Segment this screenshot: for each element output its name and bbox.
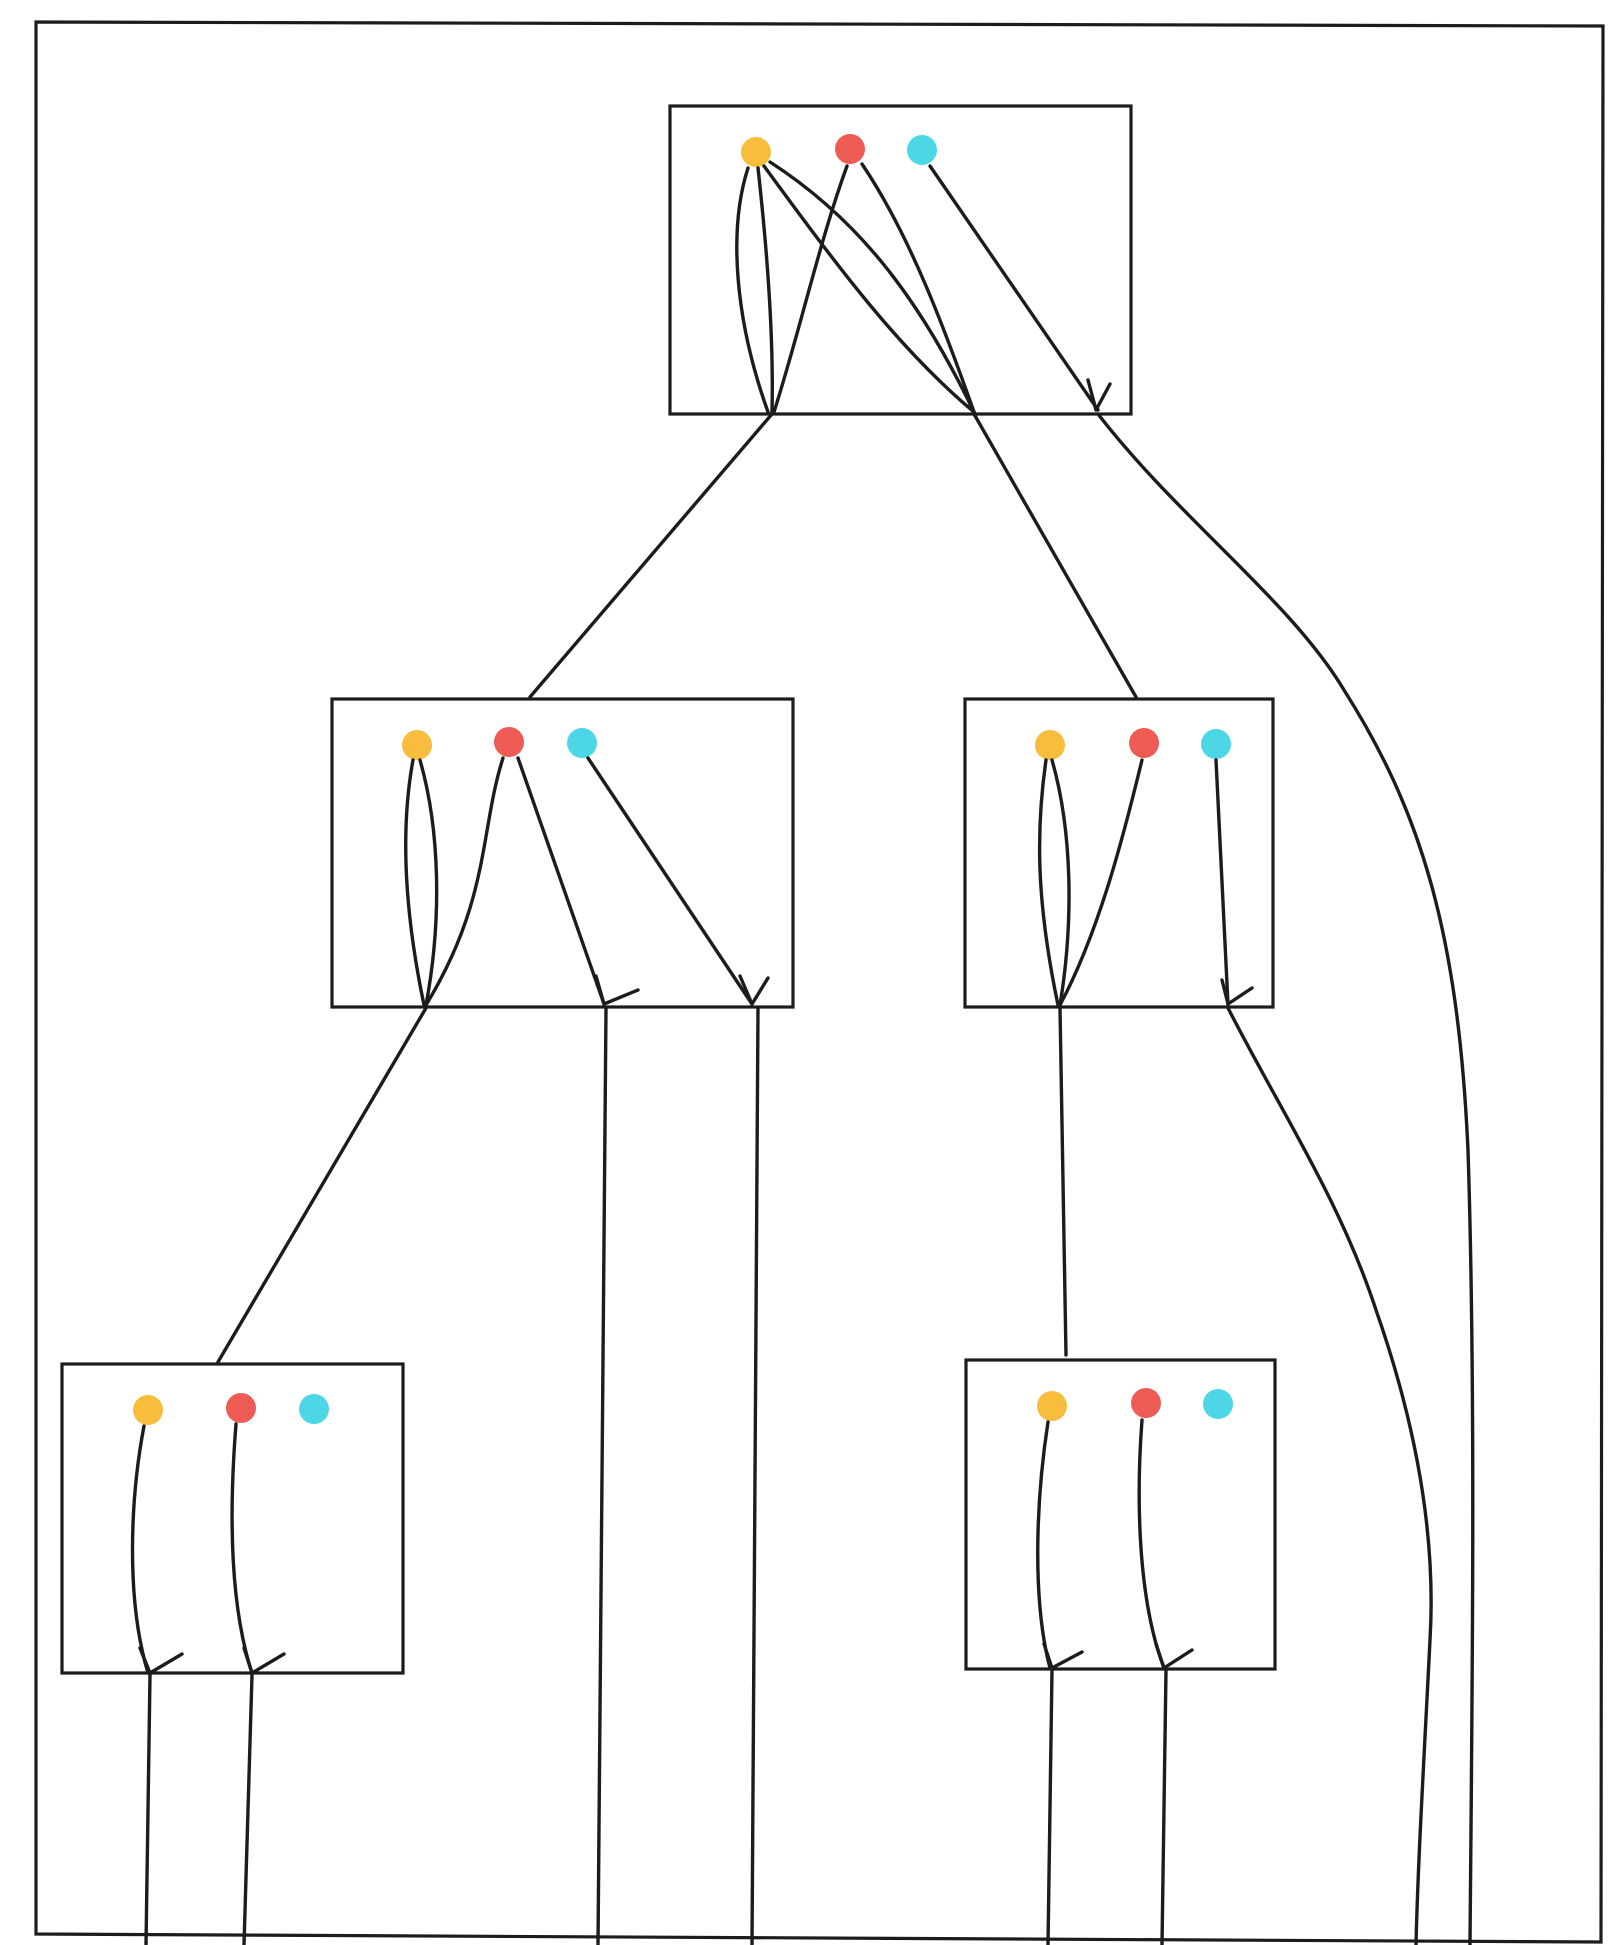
mid-right-red-edge: [1058, 758, 1144, 1007]
link-root-to-middle-left: [528, 412, 774, 699]
box-root: [668, 104, 1133, 416]
root-red-to-left-exit: [772, 164, 849, 414]
box-bottom-left-red-dot: [226, 1393, 256, 1423]
bottom-left-yellow-exit-line: [144, 1673, 152, 1945]
box-middle-left-cyan-dot: [567, 728, 597, 758]
box-bottom-right-cyan-dot: [1203, 1389, 1233, 1419]
box-bottom-right-red-dot: [1131, 1388, 1161, 1418]
bottom-right-yellow-exit-line: [1046, 1668, 1054, 1945]
mid-left-yellow-edge-inner: [418, 758, 439, 1007]
root-cyan-arrowhead: [1086, 378, 1112, 412]
bottom-right-red-arrowhead: [1154, 1642, 1194, 1670]
mid-left-red-arrowhead: [594, 974, 640, 1006]
bottom-left-yellow-arrowhead: [138, 1646, 184, 1675]
root-yellow-to-right-exit-straight: [762, 164, 976, 414]
bottom-left-red-exit-line: [242, 1673, 254, 1945]
bottom-right-yellow-arrow-edge: [1036, 1420, 1052, 1670]
box-bottom-right-yellow-dot: [1037, 1391, 1067, 1421]
mid-right-yellow-edge-inner: [1050, 758, 1071, 1007]
mid-right-yellow-edge-outer: [1037, 758, 1060, 1007]
mid-left-red-to-yellow-exit: [424, 756, 505, 1007]
root-yellow-to-left-exit-inner: [756, 166, 775, 414]
box-middle-left-red-dot: [494, 727, 524, 757]
outer-frame: [34, 20, 1605, 1944]
box-root-red-dot: [835, 134, 865, 164]
box-bottom-left: [60, 1362, 405, 1675]
box-middle-right-yellow-dot: [1035, 730, 1065, 760]
box-bottom-left-yellow-dot: [133, 1395, 163, 1425]
bottom-left-red-arrow-edge: [230, 1422, 254, 1675]
box-root-cyan-dot: [907, 135, 937, 165]
box-bottom-left-cyan-dot: [299, 1394, 329, 1424]
link-root-to-middle-right: [972, 412, 1138, 699]
link-middle-right-to-bottom-right: [1058, 1006, 1068, 1357]
mid-left-red-arrow-edge: [516, 756, 606, 1006]
bottom-right-yellow-arrowhead: [1042, 1642, 1084, 1670]
box-middle-left-yellow-dot: [402, 730, 432, 760]
mid-right-cyan-arrowhead: [1220, 978, 1254, 1006]
middle-left-cyan-exit-line: [750, 1006, 760, 1945]
bottom-left-yellow-arrow-edge: [130, 1424, 150, 1675]
box-bottom-right-frame: [964, 1358, 1277, 1671]
bottom-left-red-arrowhead: [242, 1646, 286, 1675]
mid-left-cyan-arrow-edge: [586, 756, 754, 1006]
mid-left-yellow-edge-outer: [404, 758, 426, 1007]
root-cyan-arrow-edge: [928, 164, 1100, 412]
box-middle-left: [330, 697, 795, 1009]
box-root-frame: [668, 104, 1133, 416]
mid-left-cyan-arrowhead: [738, 974, 770, 1006]
box-root-yellow-dot: [741, 137, 771, 167]
box-middle-right-red-dot: [1129, 728, 1159, 758]
bottom-right-red-exit-line: [1160, 1668, 1168, 1945]
box-bottom-left-frame: [60, 1362, 405, 1675]
root-cyan-exit-line: [1096, 412, 1475, 1945]
link-middle-left-to-bottom-left: [216, 1006, 428, 1364]
root-red-to-right-exit: [860, 162, 976, 414]
middle-left-red-exit-line: [596, 1006, 608, 1945]
root-yellow-to-right-exit-curved: [768, 160, 976, 414]
mid-right-cyan-arrow-edge: [1214, 758, 1230, 1006]
box-middle-right: [963, 697, 1275, 1009]
box-bottom-right: [964, 1358, 1277, 1671]
middle-right-cyan-exit-line: [1226, 1006, 1433, 1945]
box-middle-right-cyan-dot: [1201, 729, 1231, 759]
bottom-right-red-arrow-edge: [1137, 1418, 1166, 1670]
box-middle-right-frame: [963, 697, 1275, 1009]
root-yellow-to-left-exit-outer: [735, 166, 770, 414]
box-middle-left-frame: [330, 697, 795, 1009]
